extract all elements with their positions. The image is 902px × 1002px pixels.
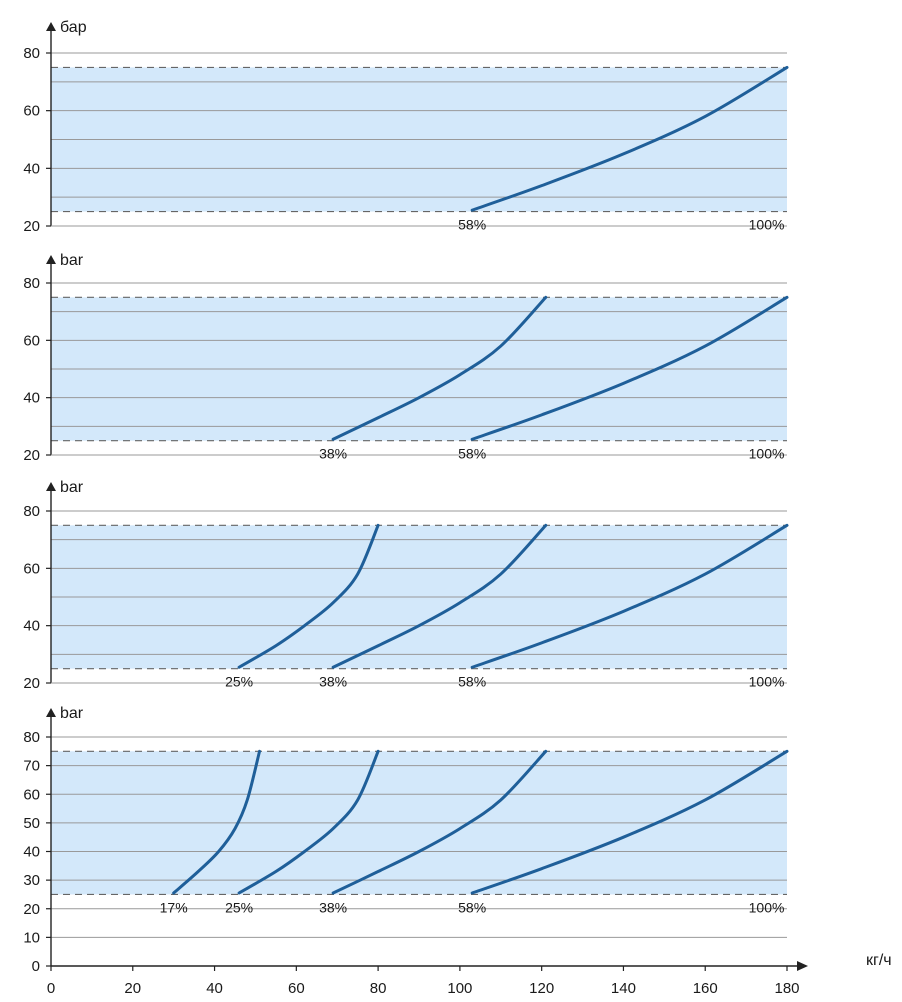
- y-axis-title: bar: [60, 705, 84, 722]
- y-tick-label: 40: [23, 390, 40, 407]
- x-tick-label: 0: [47, 980, 55, 997]
- y-tick-label: 60: [23, 786, 40, 803]
- percent-label: 38%: [319, 899, 347, 915]
- y-tick-label: 40: [23, 160, 40, 177]
- percent-label: 58%: [458, 217, 486, 233]
- curve-series-17pct: [172, 749, 262, 895]
- curve-series-38pct: [331, 295, 548, 441]
- curve-series-38pct: [331, 523, 548, 669]
- percent-label: 100%: [749, 446, 785, 462]
- chart-panel-2: bar 20 40 60 80 38% 58% 100%: [23, 252, 789, 464]
- y-tick-label: 80: [23, 503, 40, 520]
- curve-series-25pct: [237, 523, 380, 669]
- y-tick-label: 80: [23, 45, 40, 62]
- percent-label: 58%: [458, 674, 486, 690]
- y-tick-label: 80: [23, 275, 40, 292]
- y-axis-arrow-icon: [46, 708, 56, 717]
- curve-series-25pct: [237, 749, 380, 895]
- y-tick-label: 80: [23, 729, 40, 746]
- x-tick-label: 100: [447, 980, 472, 997]
- x-tick-label: 80: [370, 980, 387, 997]
- percent-label: 17%: [160, 899, 188, 915]
- x-tick-label: 120: [529, 980, 554, 997]
- percent-label: 100%: [749, 674, 785, 690]
- percent-label: 100%: [749, 899, 785, 915]
- y-tick-label: 60: [23, 103, 40, 120]
- y-tick-label: 70: [23, 758, 40, 775]
- x-tick-label: 160: [693, 980, 718, 997]
- y-axis-arrow-icon: [46, 22, 56, 31]
- x-tick-label: 20: [124, 980, 141, 997]
- y-axis-title: бар: [60, 19, 87, 36]
- x-tick-label: 140: [611, 980, 636, 997]
- y-axis-arrow-icon: [46, 482, 56, 491]
- curve-series-58pct: [470, 295, 789, 441]
- y-tick-label: 20: [23, 901, 40, 918]
- chart-panel-1: бар 20 40 60 80 58% 100%: [23, 19, 789, 235]
- curve-series-38pct: [331, 749, 548, 895]
- percent-label: 100%: [749, 217, 785, 233]
- percent-label: 25%: [225, 674, 253, 690]
- y-tick-label: 50: [23, 815, 40, 832]
- y-axis-title: bar: [60, 252, 84, 269]
- y-axis-arrow-icon: [46, 255, 56, 264]
- x-tick-label: 40: [206, 980, 223, 997]
- y-tick-label: 30: [23, 872, 40, 889]
- x-axis-title: кг/ч: [866, 952, 892, 969]
- x-tick-label: 60: [288, 980, 305, 997]
- curve-series-58pct: [470, 749, 789, 895]
- y-tick-label: 20: [23, 218, 40, 235]
- y-tick-label: 0: [32, 958, 40, 975]
- percent-label: 38%: [319, 674, 347, 690]
- y-tick-label: 40: [23, 618, 40, 635]
- y-tick-label: 40: [23, 844, 40, 861]
- y-tick-label: 20: [23, 447, 40, 464]
- y-axis-title: bar: [60, 479, 84, 496]
- x-axis-arrow-icon: [797, 961, 808, 971]
- percent-label: 25%: [225, 899, 253, 915]
- percent-label: 58%: [458, 899, 486, 915]
- y-tick-label: 20: [23, 675, 40, 692]
- x-tick-label: 180: [774, 980, 799, 997]
- y-tick-label: 60: [23, 560, 40, 577]
- y-tick-label: 60: [23, 332, 40, 349]
- curve-series-58pct: [470, 65, 789, 212]
- chart-panel-4: bar 0 10 20 30 40 50 60 70 80 17% 25% 38% 58% 100% 0 20 4…: [23, 705, 891, 997]
- chart-panel-3: bar 20 40 60 80 25% 38% 58% 100%: [23, 479, 789, 692]
- y-tick-label: 10: [23, 929, 40, 946]
- percent-label: 38%: [319, 446, 347, 462]
- percent-label: 58%: [458, 446, 486, 462]
- curve-series-58pct: [470, 523, 789, 669]
